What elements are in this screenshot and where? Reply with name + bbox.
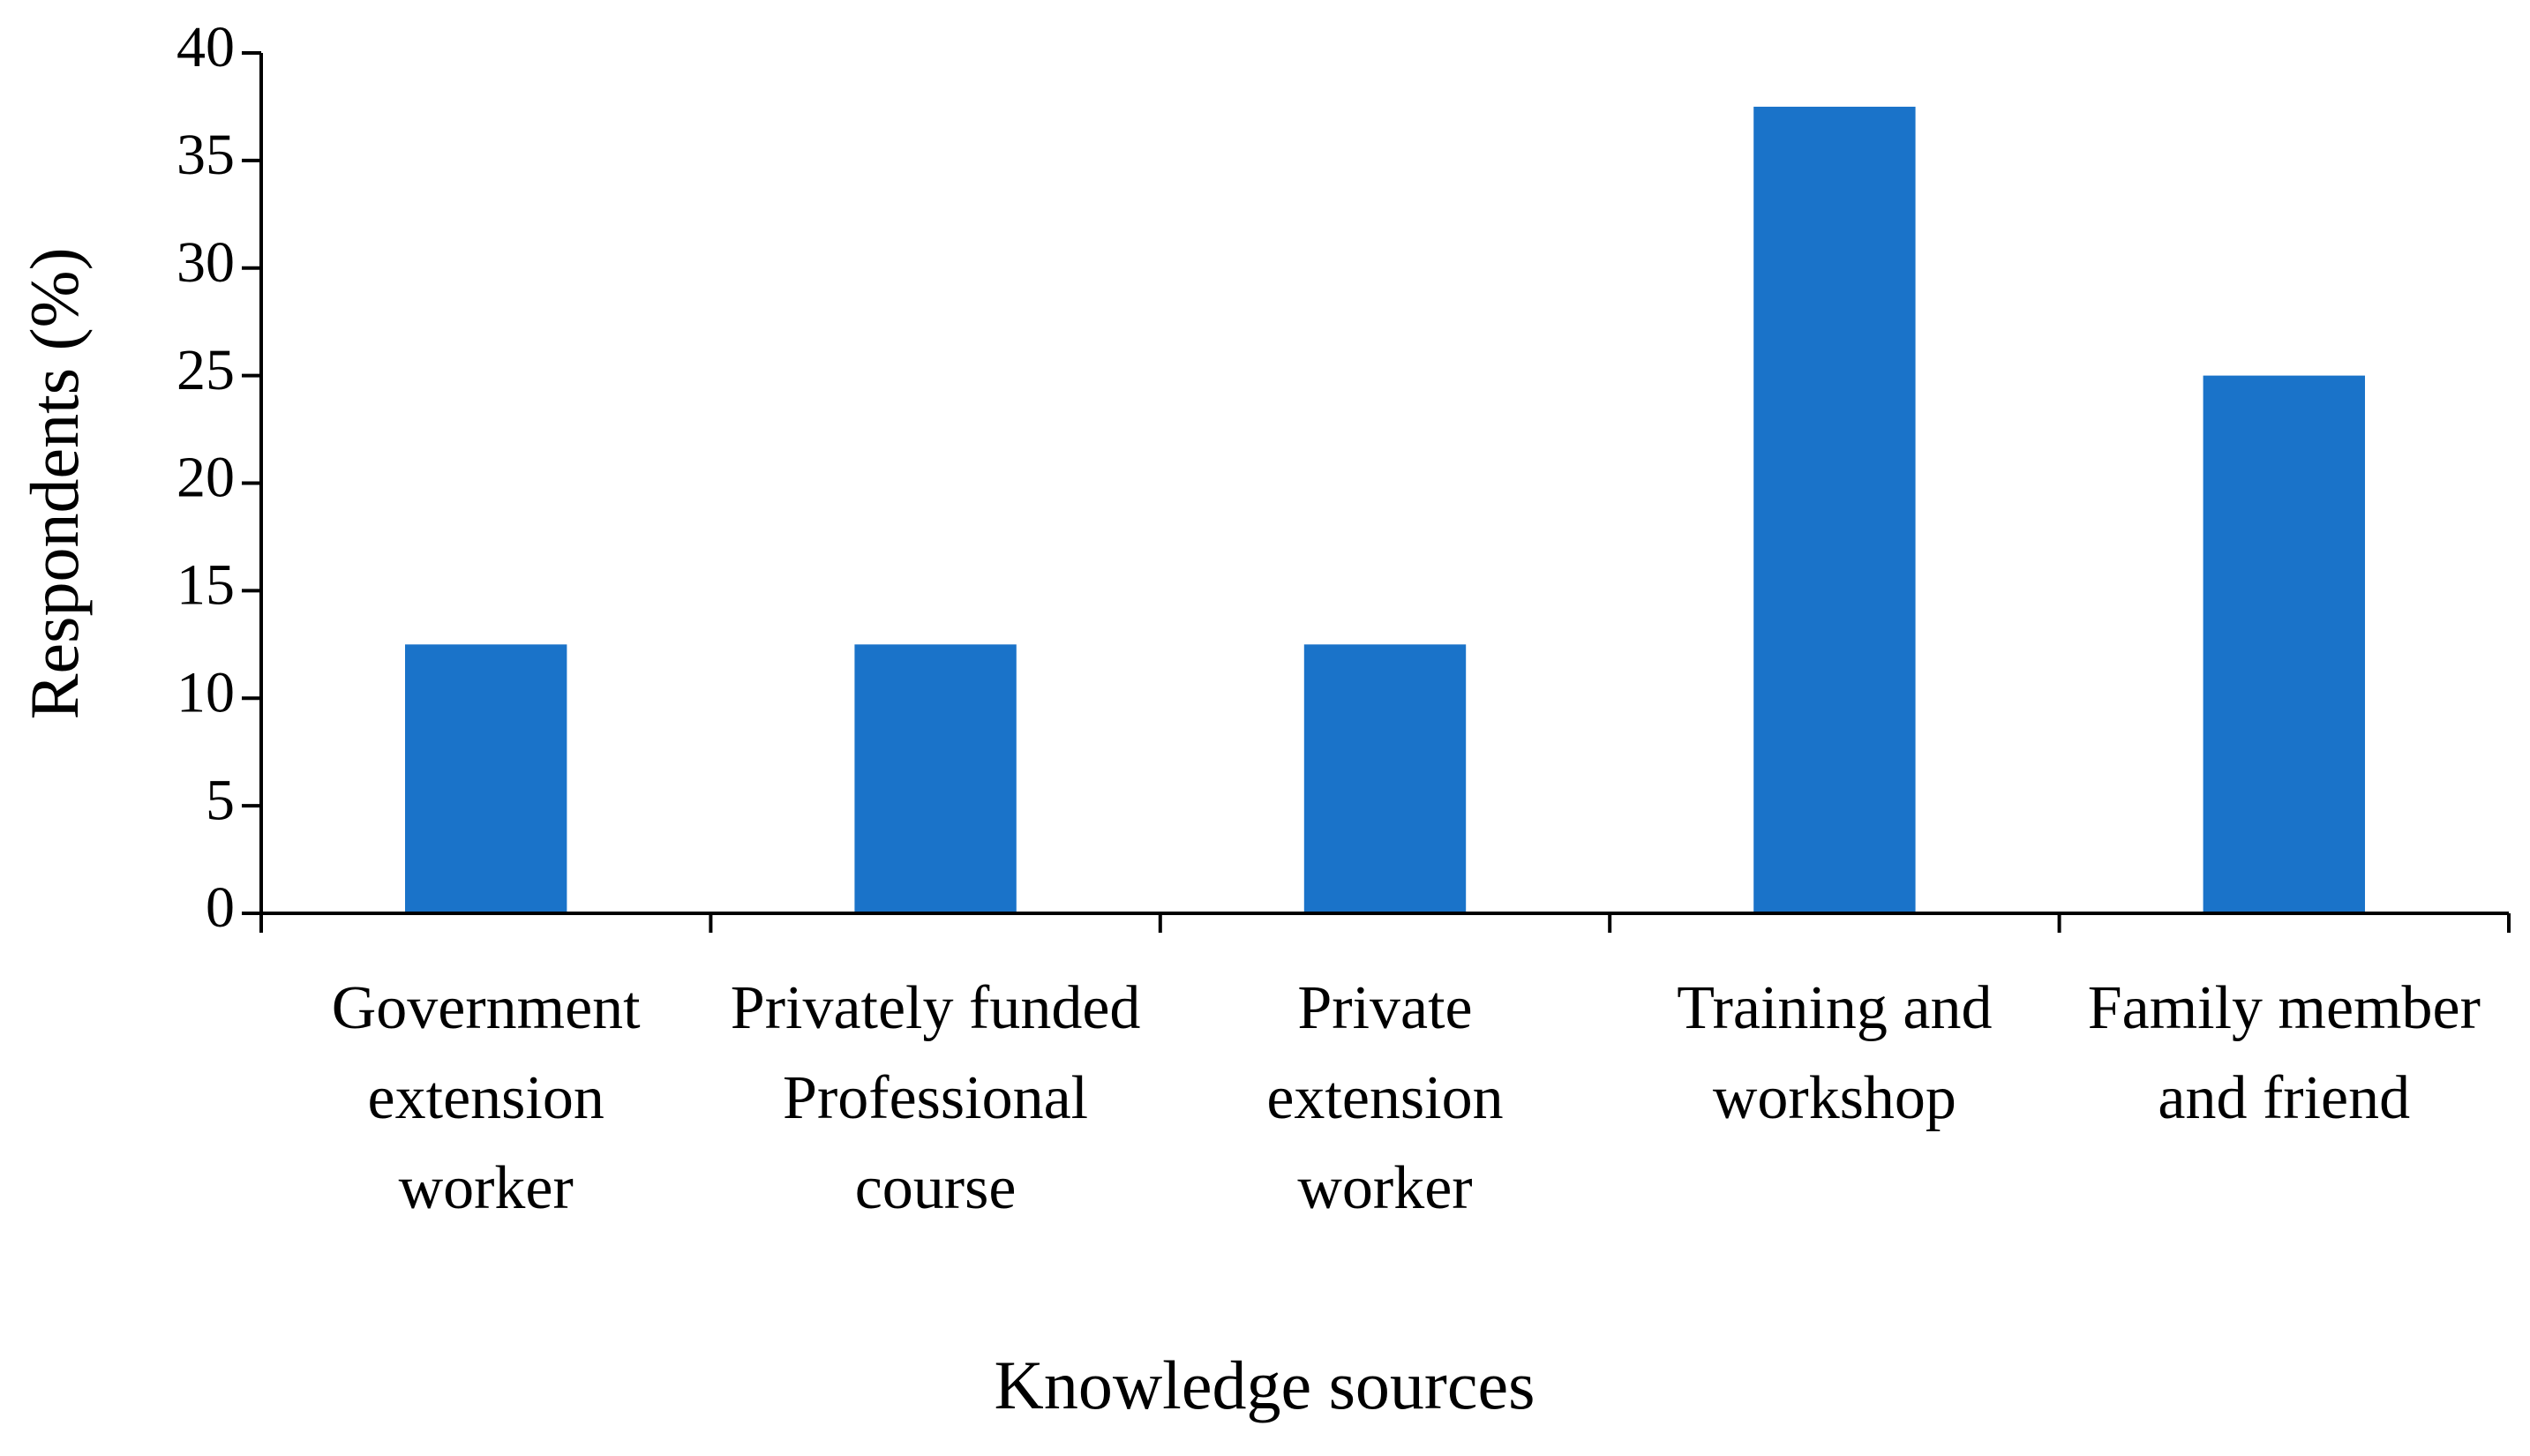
bar (854, 644, 1017, 913)
x-tick-label: Training and workshop (1677, 974, 1993, 1132)
bar (2203, 375, 2365, 913)
y-tick-label: 5 (206, 768, 235, 832)
x-axis-title: Knowledge sources (995, 1347, 1535, 1423)
x-tick-label: Government extension worker (331, 974, 641, 1222)
bar (1303, 644, 1467, 913)
y-tick-label: 35 (176, 123, 235, 187)
y-tick-label: 25 (176, 338, 235, 402)
y-tick-label: 0 (206, 875, 235, 940)
y-tick-label: 30 (176, 230, 235, 295)
y-tick-label: 20 (176, 446, 235, 510)
x-tick-label: Family member and friend (2087, 974, 2481, 1132)
x-tick-label: Privately funded Professional course (730, 974, 1141, 1222)
y-tick-label: 15 (176, 553, 235, 618)
bar (405, 644, 567, 913)
x-tick-label: Private extension worker (1266, 974, 1504, 1222)
y-axis-title: Respondents (%) (16, 247, 93, 719)
y-tick-label: 40 (176, 15, 235, 79)
bar (1753, 106, 1916, 913)
y-tick-label: 10 (176, 660, 235, 724)
